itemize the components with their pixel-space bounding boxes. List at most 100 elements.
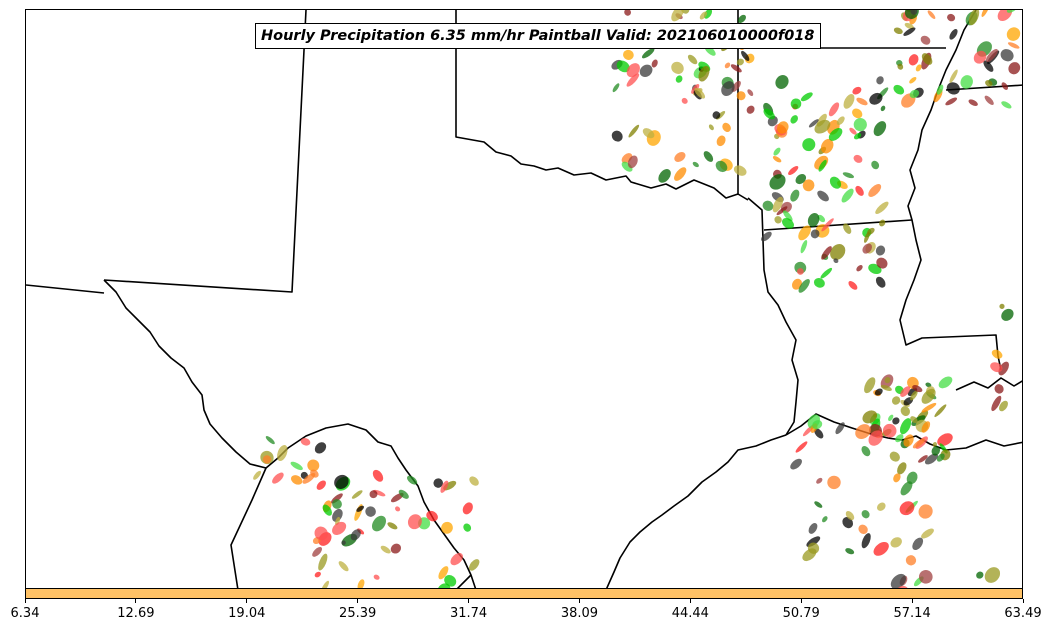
precipitation-blob [915, 64, 922, 72]
precipitation-blob [681, 97, 688, 104]
precipitation-blob [900, 406, 910, 417]
precipitation-blob [797, 268, 804, 275]
precipitation-blob [642, 128, 655, 139]
precipitation-blob [912, 385, 923, 393]
precipitation-blob [893, 27, 903, 35]
precipitation-blob [909, 76, 917, 84]
precipitation-blob [761, 231, 772, 242]
precipitation-blob [316, 480, 326, 490]
precipitation-blob [715, 160, 728, 173]
precipitation-blob [312, 546, 323, 557]
precipitation-blob [810, 229, 820, 239]
precipitation-blob [895, 434, 904, 443]
precipitation-blob [842, 172, 854, 179]
precipitation-blob [947, 13, 956, 22]
precipitation-blob [912, 537, 924, 551]
precipitation-blob [934, 404, 947, 418]
precipitation-blob [1001, 308, 1014, 321]
precipitation-blob [365, 506, 376, 517]
precipitation-blob [910, 416, 918, 424]
precipitation-blob [772, 156, 782, 163]
precipitation-blob [937, 433, 953, 447]
precipitation-blob [856, 265, 863, 272]
precipitation-blob [1001, 82, 1009, 90]
precipitation-blob [871, 160, 880, 170]
precipitation-blob [900, 386, 911, 397]
precipitation-blob [893, 84, 905, 95]
precipitation-blob [387, 522, 398, 530]
precipitation-blob [910, 10, 918, 15]
precipitation-blob [906, 471, 918, 485]
precipitation-blob [395, 506, 401, 512]
precipitation-blob [817, 214, 826, 223]
precipitation-blob [795, 441, 808, 453]
precipitation-blob [869, 92, 883, 105]
precipitation-blob [390, 543, 402, 554]
colorbar-tick-mark [468, 599, 470, 603]
precipitation-blob [800, 240, 808, 254]
precipitation-blob [829, 176, 842, 189]
precipitation-blob [703, 10, 713, 19]
precipitation-blob [921, 421, 931, 433]
precipitation-blob [884, 377, 891, 384]
precipitation-blob [821, 246, 832, 260]
precipitation-blob [879, 219, 886, 227]
colorbar-tick-label: 19.04 [228, 606, 266, 621]
precipitation-blob [398, 489, 409, 499]
precipitation-blob [783, 210, 793, 222]
precipitation-blob [900, 481, 913, 496]
precipitation-blob [960, 75, 973, 89]
precipitation-blob [946, 82, 960, 95]
precipitation-blob [623, 49, 634, 60]
precipitation-blob [932, 441, 937, 448]
precipitation-blob [332, 499, 342, 509]
precipitation-blob [747, 89, 754, 96]
colorbar-tick-label: 63.49 [1004, 606, 1042, 621]
precipitation-blob [814, 119, 831, 134]
precipitation-blob [843, 94, 855, 109]
precipitation-blob [828, 102, 840, 117]
precipitation-blob [984, 567, 1001, 583]
precipitation-blob [341, 540, 346, 545]
precipitation-blob [380, 545, 391, 554]
state-boundary-nm-co [26, 284, 105, 294]
precipitation-blob [774, 216, 782, 224]
precipitation-blob [983, 60, 994, 72]
precipitation-blob [890, 573, 907, 588]
precipitation-blob [919, 569, 933, 584]
precipitation-blob [968, 10, 980, 26]
precipitation-blob [861, 445, 871, 457]
precipitation-blob [853, 117, 867, 132]
precipitation-blob [437, 583, 451, 588]
colorbar-tick-mark [578, 599, 580, 603]
precipitation-blob [874, 388, 883, 396]
precipitation-blob [438, 566, 449, 580]
precipitation-blob [897, 63, 904, 70]
precipitation-blob [462, 502, 473, 515]
precipitation-blob [651, 59, 658, 68]
precipitation-blob [463, 523, 472, 532]
precipitation-blob [873, 542, 889, 556]
precipitation-blob [318, 553, 328, 571]
precipitation-blob [741, 50, 750, 61]
precipitation-blob [936, 453, 945, 462]
precipitation-blob [818, 159, 827, 172]
colorbar-tick-mark [800, 599, 802, 603]
precipitation-blob [703, 151, 714, 162]
colorbar-tick-mark [135, 599, 137, 603]
precipitation-blob [845, 511, 855, 521]
colorbar-tick-mark [246, 599, 248, 603]
precipitation-blob [812, 420, 823, 430]
precipitation-blob [985, 80, 993, 87]
precipitation-blob [1001, 101, 1012, 109]
precipitation-blob [931, 446, 941, 456]
precipitation-blob [790, 98, 802, 110]
precipitation-blob [841, 188, 854, 203]
mexico-state-boundary-1 [230, 467, 267, 588]
precipitation-blob [433, 478, 443, 488]
precipitation-blob [1008, 62, 1021, 75]
precipitation-blob [858, 524, 868, 535]
precipitation-blob [875, 245, 886, 256]
precipitation-blob [890, 537, 902, 548]
precipitation-blob [1007, 42, 1020, 49]
